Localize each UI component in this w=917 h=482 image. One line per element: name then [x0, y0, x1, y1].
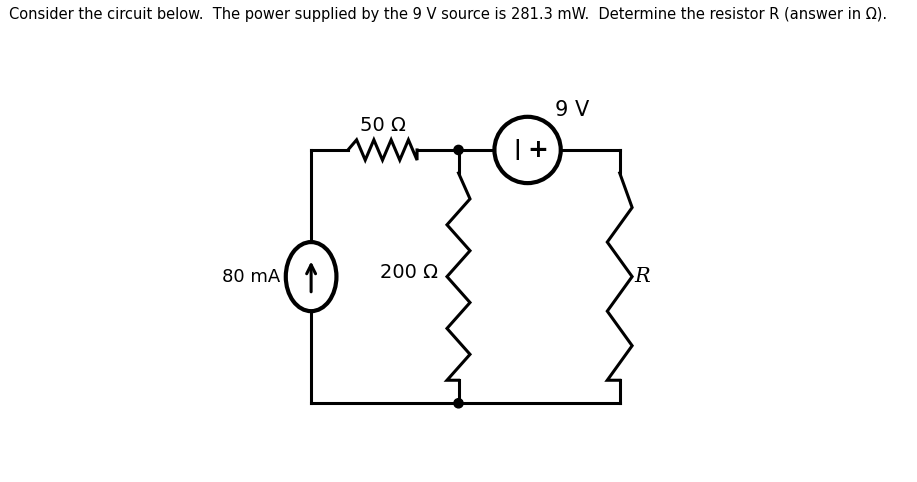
Text: |: | [514, 139, 521, 161]
Text: 80 mA: 80 mA [222, 268, 281, 286]
Text: Consider the circuit below.  The power supplied by the 9 V source is 281.3 mW.  : Consider the circuit below. The power su… [9, 7, 888, 22]
Text: R: R [635, 267, 650, 286]
Circle shape [454, 399, 463, 408]
Text: 50 Ω: 50 Ω [359, 116, 405, 135]
Text: +: + [527, 138, 548, 162]
Text: 9 V: 9 V [555, 100, 590, 120]
Text: 200 Ω: 200 Ω [380, 263, 437, 281]
Circle shape [454, 146, 463, 155]
